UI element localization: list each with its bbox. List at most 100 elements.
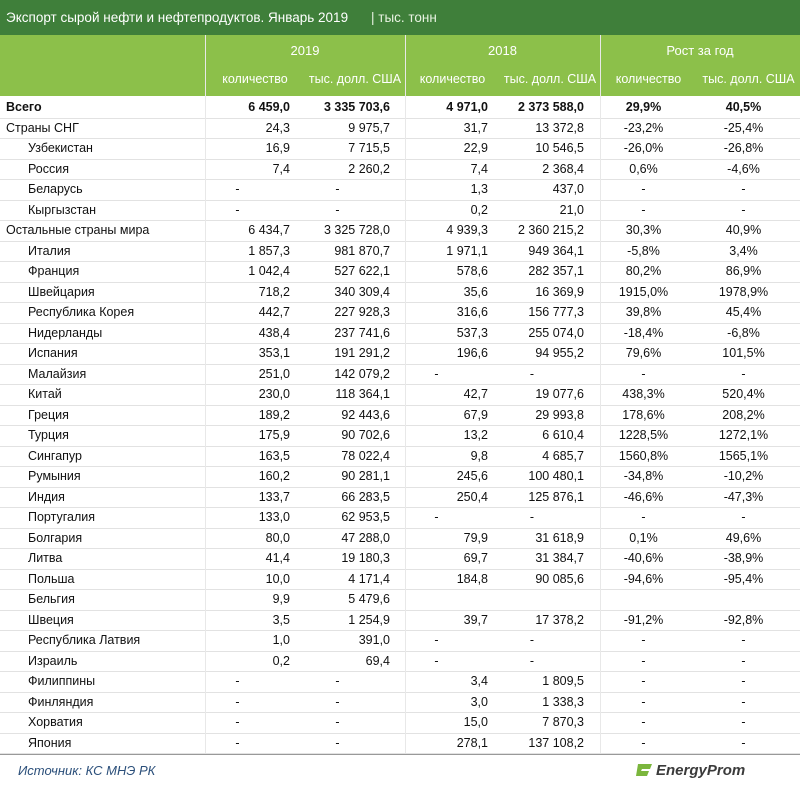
cell: 22,9 <box>463 141 488 155</box>
row-label: Беларусь <box>28 182 83 196</box>
cell: 41,4 <box>265 551 290 565</box>
cell: -46,6% <box>623 489 664 504</box>
cell: 29,9% <box>625 100 662 114</box>
cell: - <box>235 202 240 217</box>
row-line <box>0 322 800 324</box>
cell: 19 180,3 <box>341 551 390 565</box>
cell: 79,9 <box>463 530 488 545</box>
cell: 7,4 <box>272 161 290 176</box>
cell: - <box>641 674 646 688</box>
cell: - <box>529 633 535 647</box>
cell: 0,2 <box>272 653 290 668</box>
row-label: Испания <box>28 346 78 360</box>
cell: 2 373 588,0 <box>517 100 584 114</box>
cell: 282 357,1 <box>528 264 584 278</box>
cell: 537,3 <box>456 325 488 340</box>
row-line <box>0 609 800 611</box>
cell: 133,0 <box>258 510 290 524</box>
cell: - <box>335 182 340 196</box>
row-label: Израиль <box>28 653 78 668</box>
cell: 1978,9% <box>718 284 769 299</box>
cell: 178,6% <box>622 407 665 422</box>
source: Источник: КС МНЭ РК <box>18 763 156 778</box>
cell: - <box>741 182 746 196</box>
cell: 16,9 <box>265 141 290 155</box>
cell: 250,4 <box>456 489 488 504</box>
cell: 10,0 <box>265 571 290 586</box>
row-line <box>0 117 800 119</box>
row-label: Финляндия <box>28 694 94 709</box>
cell: - <box>641 633 646 647</box>
cell: 438,3% <box>622 387 665 401</box>
cell: - <box>641 735 646 750</box>
row-label: Румыния <box>28 469 81 483</box>
cell: - <box>235 735 240 750</box>
logo-icon <box>636 764 652 776</box>
cell: 45,4% <box>725 305 762 319</box>
cell: 4 971,0 <box>446 100 488 114</box>
row-line <box>0 486 800 488</box>
column-header: тыс. долл. США <box>308 72 402 86</box>
cell: - <box>529 653 535 668</box>
column-header: количество <box>615 72 682 86</box>
cell: 0,1% <box>629 530 658 545</box>
title-bar <box>0 0 800 35</box>
cell: -6,8% <box>727 325 760 340</box>
cell: 316,6 <box>456 305 488 319</box>
cell: - <box>741 715 746 729</box>
cell: 67,9 <box>463 407 488 422</box>
cell: 101,5% <box>722 346 765 360</box>
cell: 19 077,6 <box>535 387 584 401</box>
column-line <box>405 35 406 753</box>
cell: 90 702,6 <box>341 428 390 442</box>
row-label: Узбекистан <box>28 141 93 155</box>
cell: 527 622,1 <box>334 264 390 278</box>
cell: - <box>335 735 340 750</box>
cell: 237 741,6 <box>334 325 390 340</box>
year-header: 2019 <box>290 43 320 58</box>
row-line <box>0 507 800 508</box>
cell: - <box>529 510 535 524</box>
cell: 10 546,5 <box>535 141 584 155</box>
cell: 30,3% <box>625 223 662 237</box>
cell: 4 685,7 <box>542 448 584 463</box>
cell: 100 480,1 <box>528 469 584 483</box>
row-label: Польша <box>28 571 75 586</box>
row-line <box>0 548 800 549</box>
row-label: Филиппины <box>28 674 96 688</box>
cell: 39,8% <box>625 305 662 319</box>
row-line <box>0 671 800 672</box>
cell: -47,3% <box>723 489 764 504</box>
cell: - <box>641 366 646 381</box>
row-line <box>0 404 800 406</box>
cell: -23,2% <box>623 120 664 135</box>
cell: -26,8% <box>723 141 764 155</box>
cell: 175,9 <box>258 428 290 442</box>
cell: 24,3 <box>265 120 290 135</box>
cell: 16 369,9 <box>535 284 584 299</box>
header-band <box>0 35 800 96</box>
row-line <box>0 199 800 201</box>
row-line <box>0 343 800 344</box>
cell: 1 857,3 <box>248 243 290 258</box>
row-line <box>0 630 800 631</box>
cell: 17 378,2 <box>535 612 584 627</box>
cell: - <box>529 366 535 381</box>
cell: 196,6 <box>456 346 488 360</box>
cell: - <box>641 510 646 524</box>
cell: 90 281,1 <box>341 469 390 483</box>
row-label: Турция <box>28 428 69 442</box>
cell: 163,5 <box>258 448 290 463</box>
cell: 230,0 <box>258 387 290 401</box>
row-line <box>0 158 800 160</box>
cell: 156 777,3 <box>528 305 584 319</box>
cell: 227 928,3 <box>334 305 390 319</box>
cell: 1560,8% <box>618 448 669 463</box>
cell: - <box>741 366 746 381</box>
cell: 3,5 <box>272 612 290 627</box>
cell: 0,6% <box>629 161 658 176</box>
column-header: тыс. долл. США <box>503 72 597 86</box>
cell: 7 715,5 <box>348 141 390 155</box>
row-line <box>0 466 800 467</box>
cell: 2 260,2 <box>348 161 390 176</box>
